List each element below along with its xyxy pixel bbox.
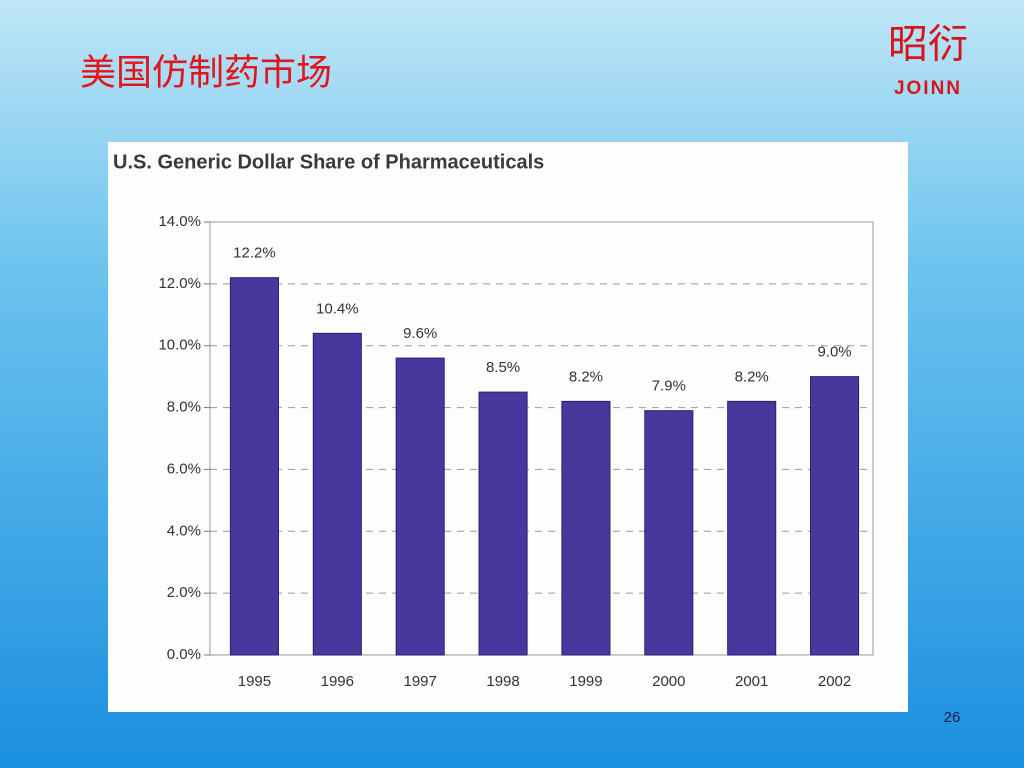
data-label: 8.2% [735, 368, 769, 385]
x-tick-label: 1995 [238, 673, 271, 690]
chart-title: U.S. Generic Dollar Share of Pharmaceuti… [113, 151, 544, 173]
bar [644, 410, 694, 656]
slide-title: 美国仿制药市场 [80, 52, 332, 93]
data-label: 8.5% [486, 359, 520, 376]
x-tick-label: 2001 [735, 673, 768, 690]
y-tick-label: 14.0% [158, 213, 201, 230]
y-tick-label: 4.0% [167, 522, 201, 539]
y-tick-label: 12.0% [158, 275, 201, 292]
y-tick-label: 2.0% [167, 584, 201, 601]
data-label: 9.0% [817, 344, 851, 361]
data-label: 9.6% [403, 325, 437, 342]
y-tick-label: 10.0% [158, 337, 201, 354]
bar [478, 391, 528, 656]
data-label: 10.4% [316, 300, 359, 317]
page-number: 26 [944, 709, 961, 726]
data-label: 12.2% [233, 245, 276, 262]
chart: 0.0% 2.0% 4.0% 6.0% 8.0% 10.0% 12.0% 14.0% 1995 1… [158, 213, 873, 690]
x-tick-label: 2002 [818, 673, 851, 690]
x-tick-label: 2000 [652, 673, 685, 690]
bar [229, 277, 279, 656]
bar [727, 400, 777, 656]
x-tick-label: 1997 [404, 673, 437, 690]
bar [561, 400, 611, 656]
y-tick-label: 6.0% [167, 460, 201, 477]
y-tick-label: 8.0% [167, 399, 201, 416]
bar [395, 357, 445, 656]
logo-brand: JOINN [894, 78, 962, 99]
x-tick-label: 1998 [486, 673, 519, 690]
data-label: 7.9% [652, 378, 686, 395]
x-tick-label: 1996 [321, 673, 354, 690]
bar [312, 332, 362, 656]
y-tick-label: 0.0% [167, 646, 201, 663]
logo-text: 昭衍 [888, 23, 968, 67]
bar [810, 376, 860, 656]
data-label: 8.2% [569, 368, 603, 385]
x-tick-label: 1999 [569, 673, 602, 690]
